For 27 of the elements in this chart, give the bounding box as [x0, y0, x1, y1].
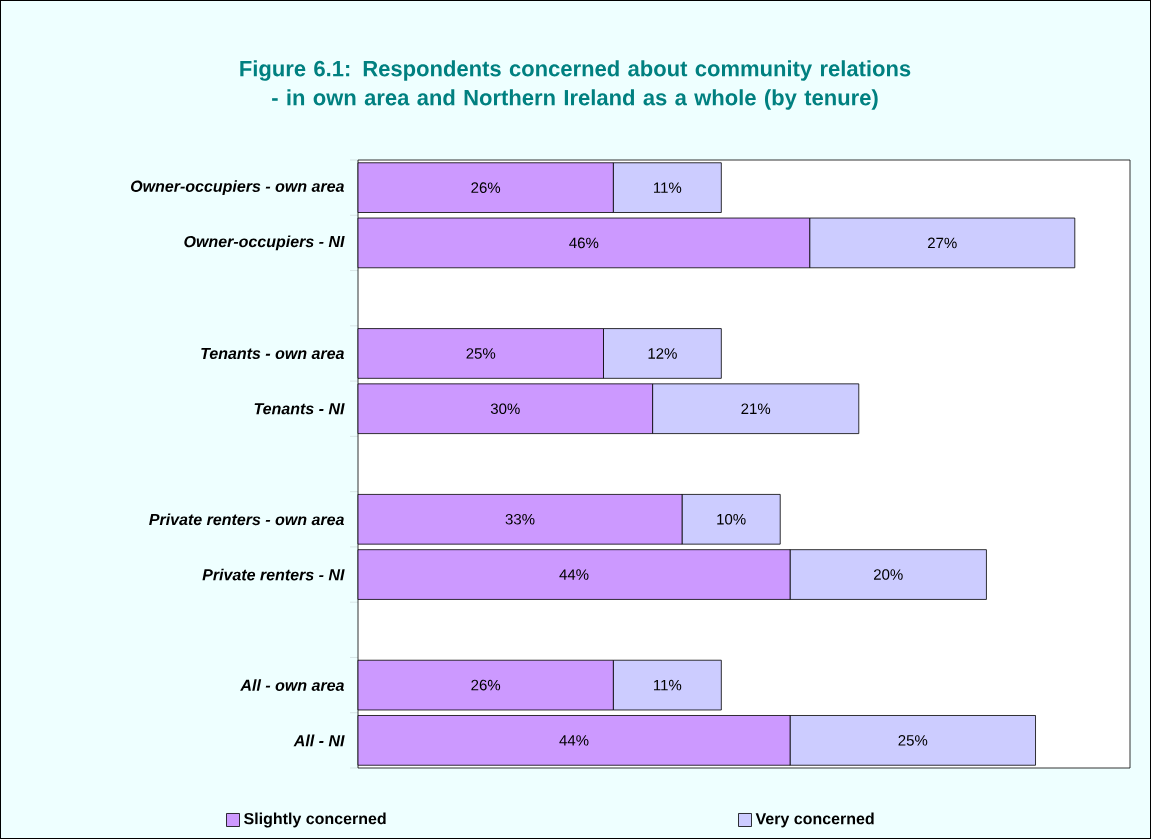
data-label: 12% — [648, 348, 677, 359]
data-label: 26% — [471, 182, 501, 193]
data-label: 46% — [569, 237, 599, 249]
data-label: 33% — [505, 513, 535, 525]
y-tick-label: All - NI — [293, 734, 345, 747]
chart-title: Figure 6.1: Respondents concerned about community relations - in own area and Northern Ireland as a whole (by tenure) — [240, 60, 911, 110]
y-tick-label: All - own area — [240, 679, 344, 691]
y-tick-label: Private renters - NI — [202, 568, 345, 581]
y-tick-label: Private renters - own area — [149, 513, 344, 526]
data-label: 26% — [471, 679, 501, 691]
data-label: 30% — [490, 403, 520, 415]
y-tick-label: Owner-occupiers - own area — [130, 180, 344, 196]
data-label: 44% — [559, 735, 589, 746]
data-label: 21% — [741, 403, 771, 415]
data-label: 27% — [927, 237, 957, 249]
legend-label: Very concerned — [755, 812, 874, 828]
data-label: 10% — [717, 513, 746, 525]
data-label: 20% — [873, 569, 903, 580]
data-label: 44% — [559, 569, 589, 580]
y-tick-label: Tenants - own area — [201, 347, 344, 360]
data-label: 11% — [654, 182, 682, 193]
y-tick-label: Tenants - NI — [254, 403, 345, 415]
legend-label: Slightly concerned — [243, 812, 386, 828]
data-label: 25% — [466, 348, 496, 359]
y-tick-label: Owner-occupiers - NI — [184, 235, 345, 251]
data-label: 25% — [898, 735, 928, 746]
data-label: 11% — [654, 679, 682, 691]
